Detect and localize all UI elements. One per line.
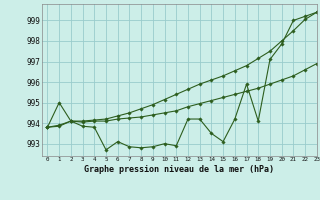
X-axis label: Graphe pression niveau de la mer (hPa): Graphe pression niveau de la mer (hPa) bbox=[84, 165, 274, 174]
